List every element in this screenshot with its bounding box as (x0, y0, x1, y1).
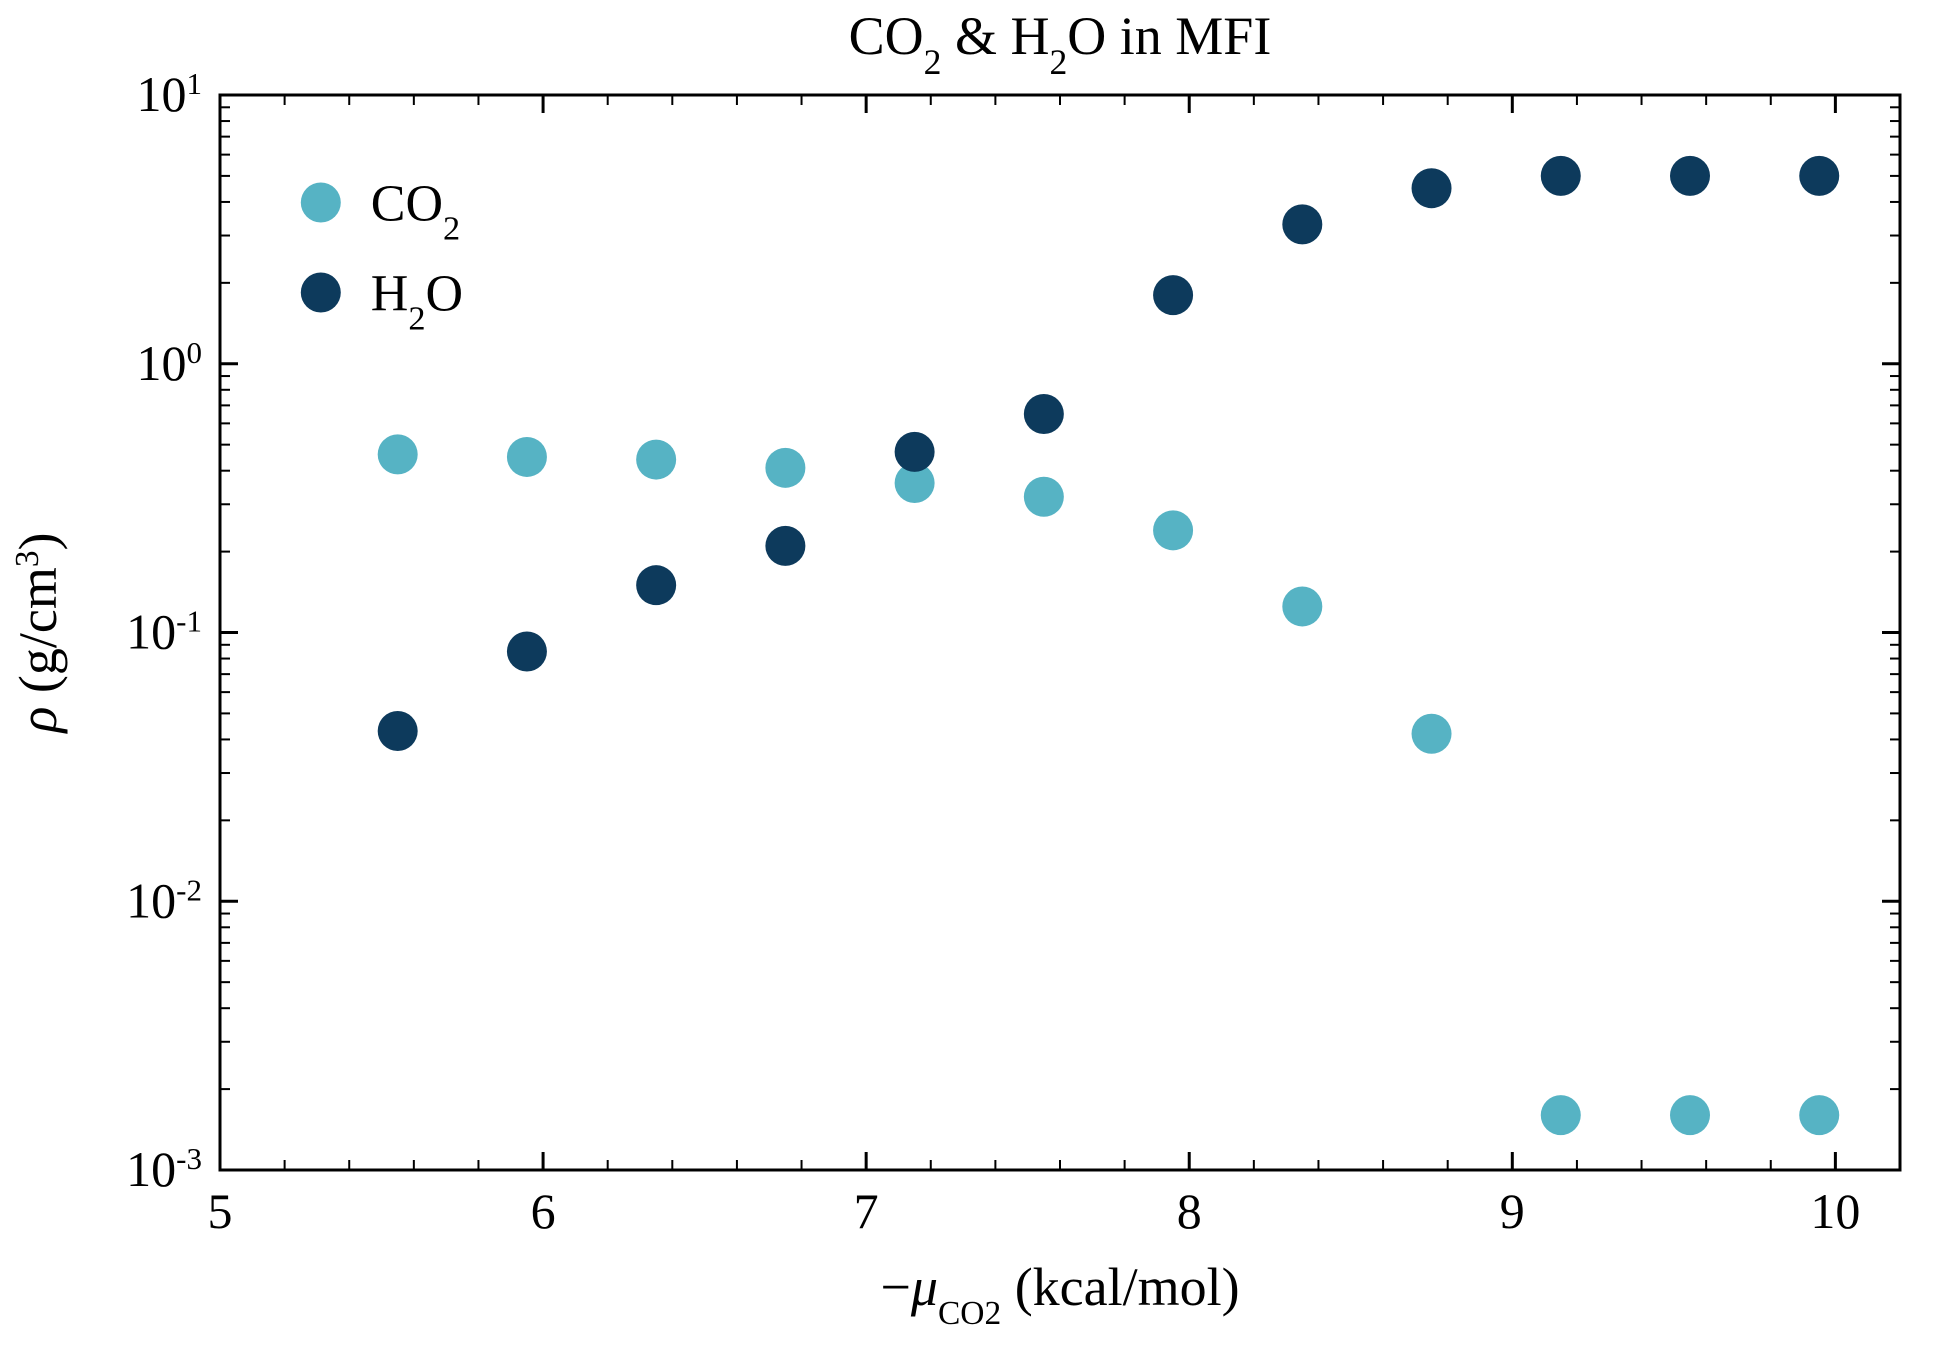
data-point-H2O (1412, 168, 1452, 208)
x-tick-label: 9 (1500, 1183, 1525, 1239)
data-point-H2O (1153, 275, 1193, 315)
data-point-H2O (765, 526, 805, 566)
legend-marker-H2O (301, 273, 341, 313)
x-tick-label: 8 (1177, 1183, 1202, 1239)
data-point-CO2 (378, 434, 418, 474)
data-point-CO2 (636, 440, 676, 480)
data-point-H2O (636, 565, 676, 605)
data-point-H2O (1024, 394, 1064, 434)
data-point-H2O (378, 711, 418, 751)
plot-background (0, 0, 1946, 1349)
data-point-CO2 (1799, 1095, 1839, 1135)
data-point-CO2 (765, 448, 805, 488)
x-tick-label: 10 (1810, 1183, 1860, 1239)
data-point-H2O (1282, 204, 1322, 244)
data-point-CO2 (1670, 1095, 1710, 1135)
data-point-CO2 (507, 437, 547, 477)
chart-container: 567891010-310-210-1100101CO2 & H2O in MF… (0, 0, 1946, 1349)
data-point-H2O (895, 432, 935, 472)
data-point-H2O (507, 631, 547, 671)
data-point-H2O (1799, 156, 1839, 196)
data-point-CO2 (1282, 586, 1322, 626)
legend-marker-CO2 (301, 183, 341, 223)
data-point-CO2 (1153, 510, 1193, 550)
x-tick-label: 7 (854, 1183, 879, 1239)
scatter-chart: 567891010-310-210-1100101CO2 & H2O in MF… (0, 0, 1946, 1349)
data-point-CO2 (1541, 1095, 1581, 1135)
data-point-H2O (1670, 156, 1710, 196)
data-point-CO2 (1024, 477, 1064, 517)
x-tick-label: 5 (208, 1183, 233, 1239)
data-point-CO2 (1412, 714, 1452, 754)
x-tick-label: 6 (531, 1183, 556, 1239)
data-point-H2O (1541, 156, 1581, 196)
